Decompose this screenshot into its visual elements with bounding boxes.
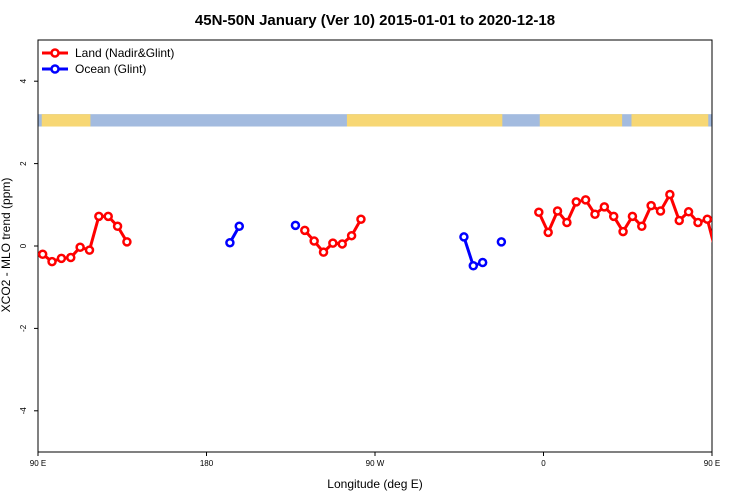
data-point: [711, 254, 712, 256]
legend: Land (Nadir&Glint) Ocean (Glint): [42, 46, 174, 76]
data-point: [56, 253, 67, 264]
legend-label: Ocean (Glint): [75, 62, 146, 76]
x-axis-label: Longitude (deg E): [327, 477, 422, 491]
data-point: [225, 237, 235, 248]
x-tick-label: 90 W: [366, 459, 385, 468]
series-land: [38, 189, 748, 267]
plot-frame: [37, 39, 713, 453]
data-point: [646, 200, 656, 211]
data-point: [234, 221, 245, 231]
land-ocean-mask: [38, 114, 712, 127]
chart-title: 45N-50N January (Ver 10) 2015-01-01 to 2…: [195, 12, 555, 29]
data-point: [328, 238, 338, 248]
data-point: [496, 237, 507, 247]
data-point: [122, 237, 132, 247]
x-tick-label: 90 E: [704, 459, 720, 468]
data-point: [580, 195, 591, 205]
data-point: [468, 261, 479, 271]
x-tick-label: 180: [200, 459, 214, 468]
data-point: [290, 220, 301, 231]
y-axis: -4 -2 0 2 4: [19, 78, 38, 414]
data-point: [723, 258, 730, 265]
data-point: [38, 249, 48, 259]
legend-item: Land (Nadir&Glint): [42, 46, 174, 60]
y-tick-label: -4: [19, 407, 28, 415]
data-point: [590, 209, 600, 220]
data-point: [94, 211, 104, 222]
data-point: [309, 236, 319, 246]
data-point: [459, 232, 469, 242]
x-axis: 90 E 180 90 W 0 90 E: [30, 452, 720, 468]
data-point: [637, 221, 647, 231]
land-strip-segment: [539, 114, 623, 127]
data-point: [318, 247, 329, 257]
data-point: [741, 254, 748, 261]
y-tick-label: 0: [19, 243, 28, 248]
land-strip-segment: [631, 114, 709, 127]
data-point: [356, 214, 366, 224]
land-strip-segment: [41, 114, 91, 127]
y-tick-label: 2: [19, 161, 28, 166]
legend-item: Ocean (Glint): [42, 62, 146, 76]
data-point: [103, 211, 113, 222]
data-point: [674, 215, 684, 226]
data-point: [66, 252, 76, 263]
series-ocean: [225, 220, 507, 271]
data-point: [665, 189, 675, 200]
data-point: [84, 245, 95, 255]
data-point: [683, 207, 694, 217]
data-point: [562, 217, 572, 228]
legend-marker: [50, 64, 60, 74]
data-point: [655, 206, 666, 216]
data-point: [571, 197, 582, 207]
data-point: [732, 254, 739, 261]
y-tick-label: -2: [19, 324, 28, 332]
y-axis-label: XCO2 - MLO trend (ppm): [0, 178, 13, 313]
data-point: [337, 239, 347, 249]
x-tick-label: 0: [541, 459, 546, 468]
data-point: [477, 257, 488, 268]
land-strip-segment: [346, 114, 503, 127]
data-point: [693, 217, 703, 228]
data-point: [47, 256, 57, 267]
data-point: [618, 226, 628, 237]
x-tick-label: 90 E: [30, 459, 46, 468]
data-point: [346, 230, 357, 241]
y-tick-label: 4: [19, 78, 28, 83]
data-point: [599, 202, 610, 212]
series-layer: [38, 189, 748, 271]
data-point: [112, 221, 123, 231]
data-point: [75, 242, 85, 252]
legend-marker: [50, 48, 60, 58]
data-point: [300, 225, 310, 236]
data-point: [702, 214, 712, 224]
legend-label: Land (Nadir&Glint): [75, 46, 174, 60]
series-line: [41, 214, 129, 264]
data-point: [552, 206, 563, 216]
data-point: [608, 211, 619, 222]
data-point: [627, 211, 638, 222]
data-point: [543, 227, 553, 238]
data-point: [534, 207, 544, 217]
